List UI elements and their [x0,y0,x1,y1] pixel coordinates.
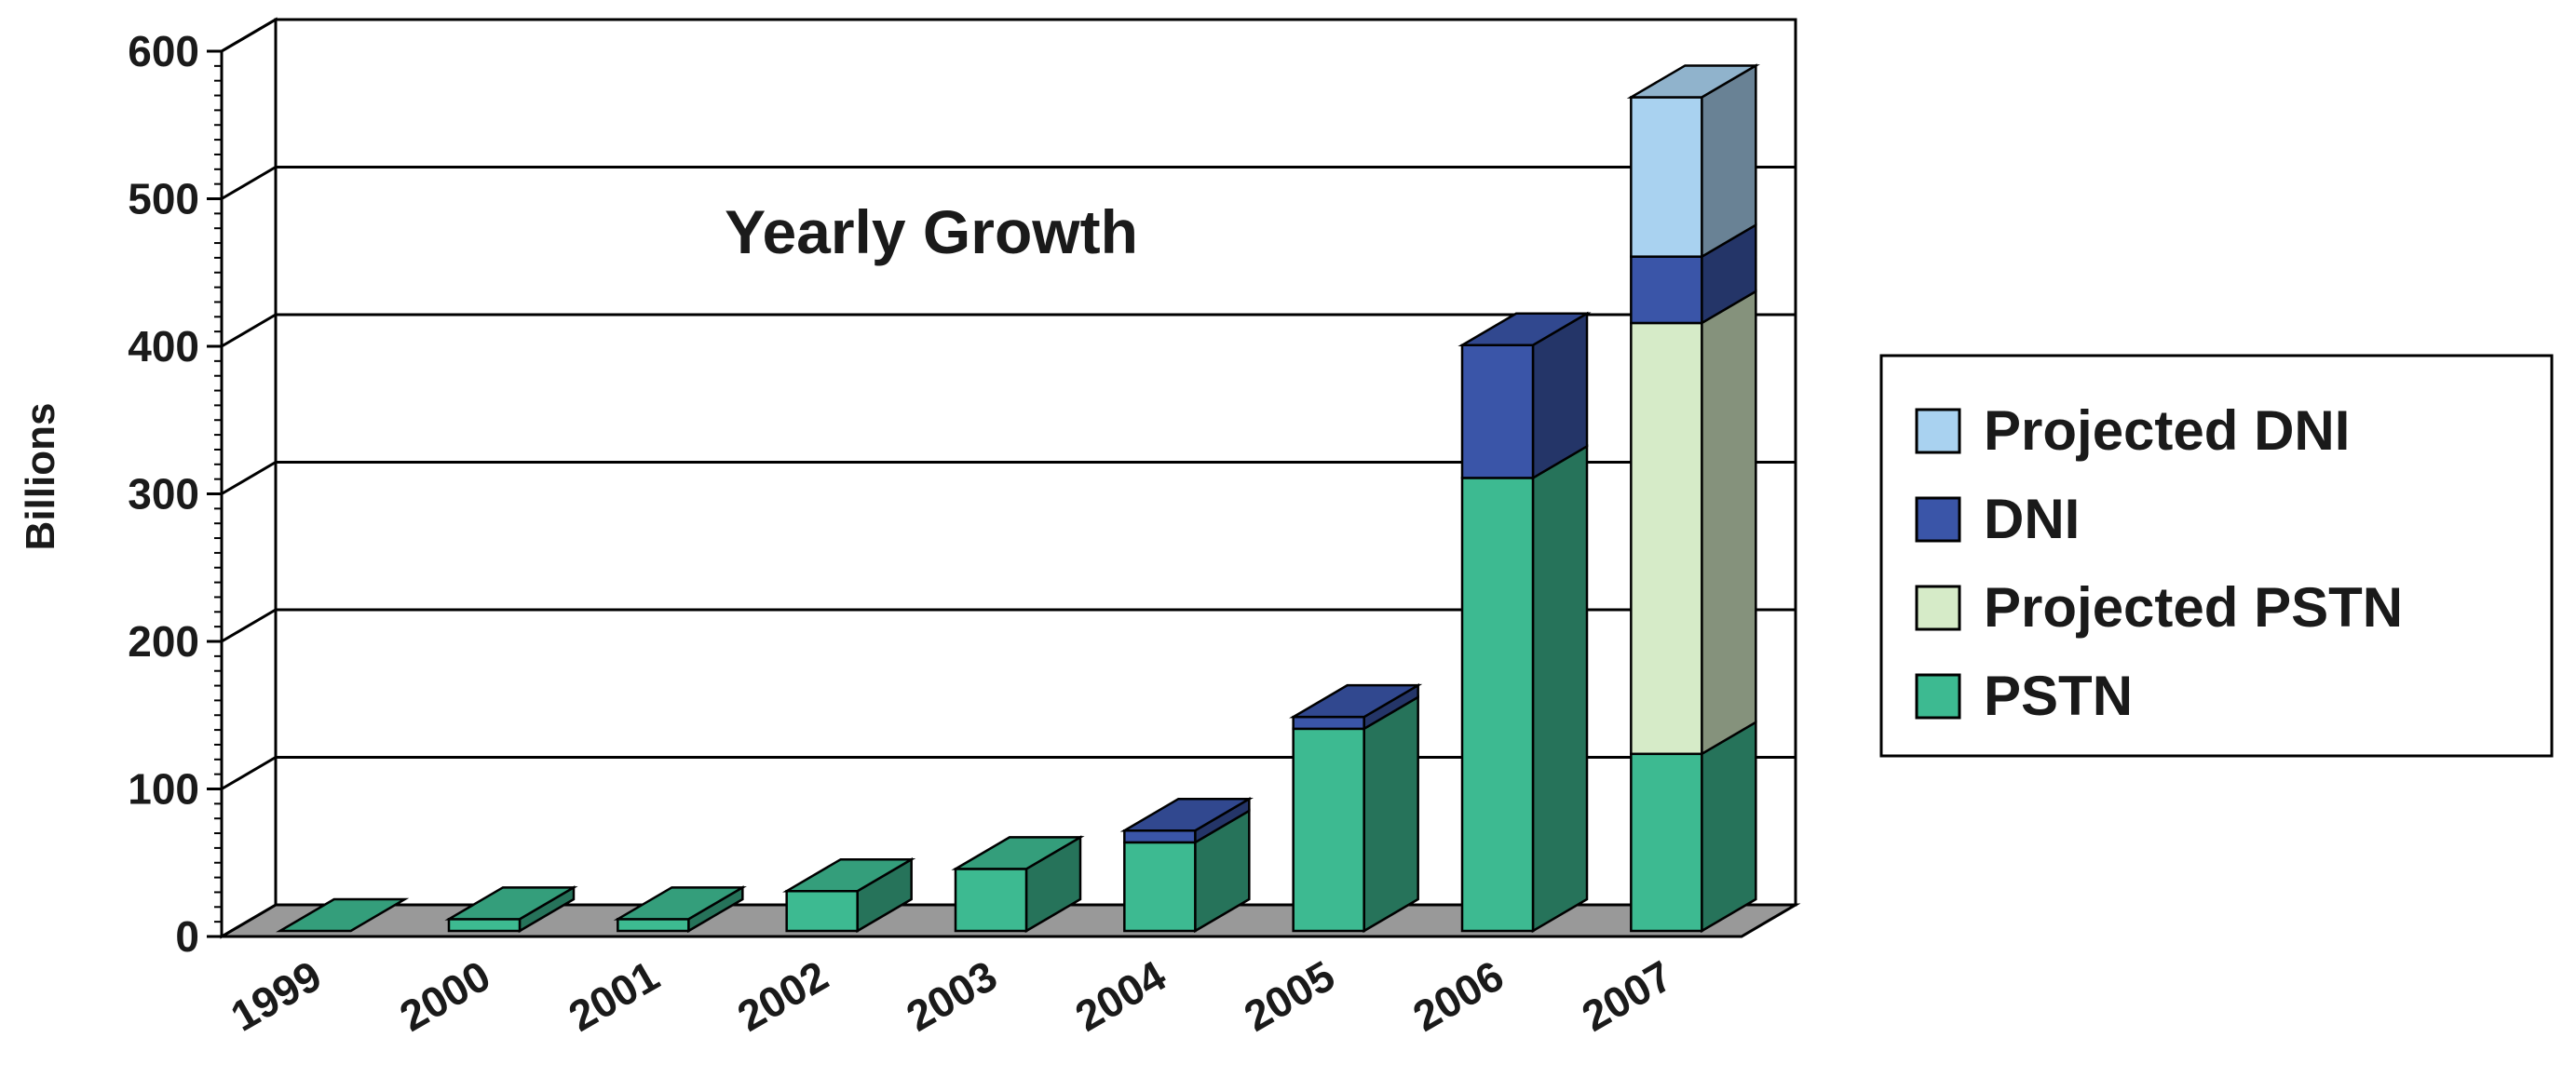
y-tick-label: 400 [128,322,199,371]
bar-top-2007 [1626,64,1760,99]
chart-title: Yearly Growth [725,197,1138,266]
legend-box [1879,354,2554,758]
y-axis: 0 100 200 300 400 500 600 [128,27,1742,961]
bar-segment-pstn-2004 [1123,808,1251,934]
x-tick-label: 2003 [898,951,1005,1041]
bar-top-2003 [951,836,1085,870]
legend-item: Projected PSTN [1915,576,2403,639]
bar-top-2000 [444,886,578,921]
bar-segment-pstn-2006 [1460,444,1589,934]
bar-segment-pstn-2003 [954,835,1082,934]
bar-front [1123,841,1197,933]
bar-top-2002 [782,857,916,893]
legend-swatch [1915,585,1961,631]
legend-label: DNI [1984,488,2080,550]
bar-top-2004 [1119,797,1254,832]
y-tick-label: 200 [128,617,199,666]
bar-segment-pstn-2005 [1292,694,1419,934]
x-tick-label: 2004 [1067,950,1174,1040]
bar-front [1292,727,1365,933]
legend-label: PSTN [1984,665,2133,727]
chart-gridlines [221,18,1796,790]
bar-front [447,918,522,933]
bar-front [617,918,690,933]
gridline [221,18,1796,53]
legend-label: Projected DNI [1984,399,2350,462]
x-tick-label: 2005 [1236,951,1343,1041]
gridline [221,756,1796,790]
bar-front [954,868,1028,933]
gridline [221,461,1796,495]
bar-front [1123,829,1197,844]
bar-top-2001 [613,886,747,921]
y-tick-label: 500 [128,175,199,223]
bar-side [1531,444,1589,934]
legend-label: Projected PSTN [1984,576,2403,639]
legend-item: DNI [1915,488,2080,550]
bar-front [1630,752,1703,933]
legend-swatch [1915,496,1961,543]
bar-segment-dni-2006 [1460,311,1589,480]
y-tick-label: 600 [128,27,199,75]
x-tick-label: 2000 [391,951,498,1041]
gridline [221,608,1796,643]
bar-side [1701,720,1757,934]
bar-front [785,889,859,933]
legend-swatch [1915,408,1961,454]
x-tick-label: 2007 [1574,951,1681,1041]
bar-front [1460,344,1535,479]
y-tick-label: 100 [128,765,199,814]
legend-swatch [1915,673,1961,720]
bar-segment-projected-pstn-2007 [1630,289,1757,756]
bar-front [1630,96,1703,258]
bar-segment-projected-dni-2007 [1630,63,1757,259]
legend: Projected DNI DNI Projected PSTN PSTN [1879,354,2554,758]
bar-front [1630,255,1703,325]
bar-front [1460,477,1535,933]
gridline [221,313,1796,348]
y-tick-label: 0 [175,912,199,961]
bar-side [1701,63,1757,259]
x-tick-label: 2002 [729,951,836,1041]
y-tick-label: 300 [128,470,199,519]
bar-top-1999 [276,897,410,933]
x-axis: 1999 2000 2001 2002 2003 2004 2005 2006 2007 [223,950,1680,1040]
legend-item: PSTN [1915,665,2133,727]
x-tick-label: 1999 [223,951,330,1041]
bars [276,63,1760,934]
gridline [221,166,1796,200]
bar-top-2005 [1289,683,1423,719]
bar-segment-pstn-2002 [785,857,913,934]
bar-side [1701,289,1757,756]
bar-front [1630,321,1703,756]
bar-segment-pstn-2007 [1630,720,1757,934]
legend-item: Projected DNI [1915,399,2350,462]
bar-front [1292,715,1365,731]
x-tick-label: 2006 [1404,951,1512,1041]
bar-top-2006 [1457,312,1592,347]
bar-side [1363,694,1419,934]
x-tick-label: 2001 [561,951,668,1041]
y-axis-label: Billions [18,403,63,551]
